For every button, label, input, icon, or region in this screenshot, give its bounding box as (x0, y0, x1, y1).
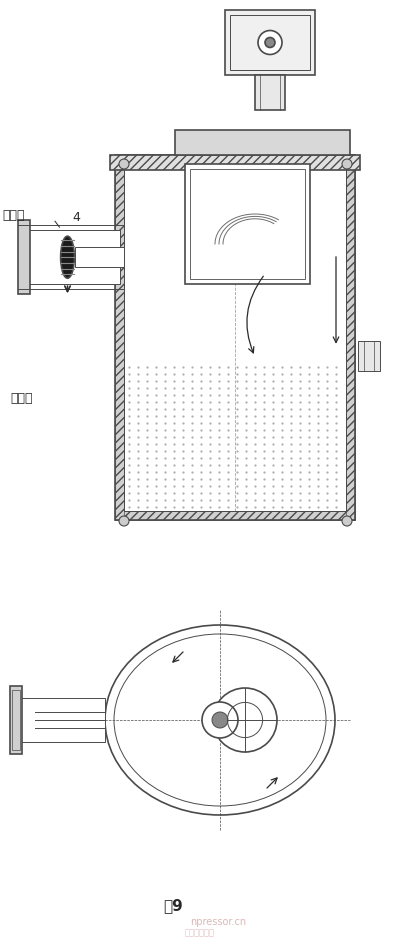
Bar (115, 155, 355, 164)
Bar (115, 511, 355, 520)
Bar (115, 155, 124, 520)
Bar (18, 220, 30, 295)
Bar (346, 155, 355, 520)
Ellipse shape (105, 625, 335, 815)
Bar (225, 10, 315, 75)
Bar (115, 155, 355, 520)
Text: npressor.cn: npressor.cn (190, 917, 246, 927)
Text: 图9: 图9 (163, 898, 183, 913)
Bar (358, 341, 380, 371)
Bar (18, 231, 120, 284)
Bar (185, 164, 310, 284)
Bar (255, 75, 285, 110)
Circle shape (119, 159, 129, 169)
Bar (15, 698, 105, 742)
Bar (12, 690, 20, 750)
Bar (190, 169, 305, 279)
Text: 出风口: 出风口 (2, 209, 24, 222)
Bar (75, 247, 124, 267)
Circle shape (213, 688, 277, 752)
Circle shape (258, 30, 282, 55)
Bar (124, 164, 346, 511)
Bar (230, 15, 310, 70)
Bar (10, 686, 22, 754)
Circle shape (265, 38, 275, 47)
Circle shape (342, 516, 352, 526)
Text: 回油口: 回油口 (10, 391, 32, 405)
Bar (175, 130, 350, 155)
Bar (110, 155, 360, 170)
Circle shape (342, 159, 352, 169)
Ellipse shape (60, 236, 74, 279)
Circle shape (212, 712, 228, 728)
Text: 4: 4 (72, 211, 80, 224)
Circle shape (202, 702, 238, 738)
Circle shape (119, 516, 129, 526)
Text: 中國壓縮機網: 中國壓縮機網 (185, 928, 215, 937)
